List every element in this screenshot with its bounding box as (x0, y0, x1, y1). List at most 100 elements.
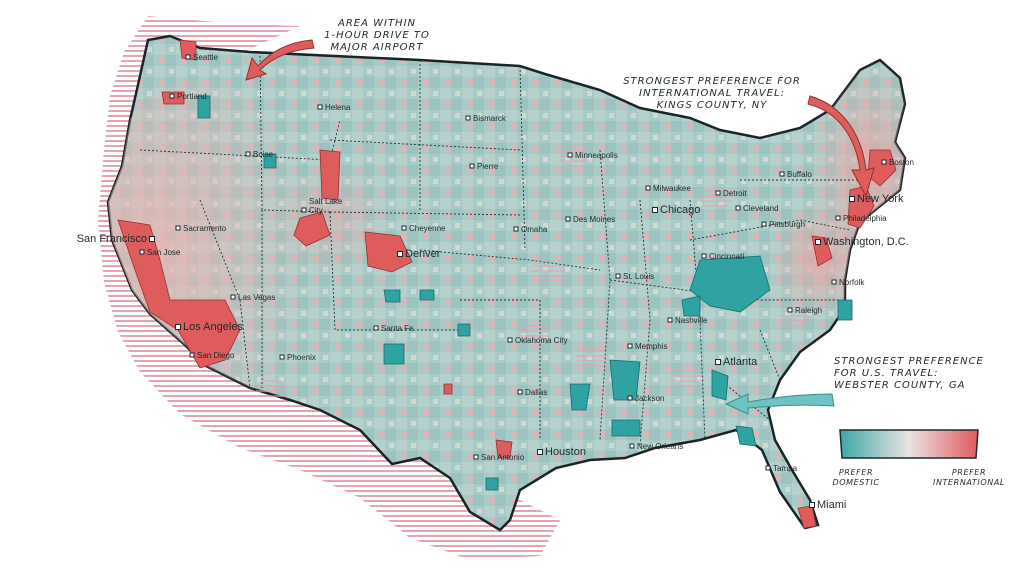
city-cheyenne: Cheyenne (401, 224, 446, 233)
city-layer: Seattle Portland Helena Bismarck Boise Minnea… (77, 53, 914, 511)
city-houston: Houston (537, 446, 586, 458)
city-label: Raleigh (795, 306, 822, 315)
city-marker (175, 324, 181, 330)
city-seattle: Seattle (185, 53, 218, 62)
city-label: Sacramento (183, 224, 227, 233)
city-label: Los Angeles (183, 321, 243, 333)
city-label: Pierre (477, 162, 499, 171)
city-label: Buffalo (787, 170, 812, 179)
city-memphis: Memphis (627, 342, 667, 351)
hatched-halo (98, 16, 560, 560)
city-marker (149, 236, 155, 242)
city-marker (835, 215, 841, 221)
city-santa-fe: Santa Fe (373, 324, 414, 333)
city-label: Phoenix (287, 353, 316, 362)
city-marker (881, 159, 887, 165)
city-marker (779, 171, 785, 177)
city-san-antonio: San Antonio (473, 453, 525, 462)
city-marker (175, 225, 181, 231)
city-miami: Miami (809, 499, 846, 511)
city-label: New York (857, 193, 904, 205)
city-marker (473, 454, 479, 460)
legend-domestic-label: PREFER DOMESTIC (832, 468, 880, 487)
city-marker (615, 273, 621, 279)
city-label: Philadelphia (843, 214, 887, 223)
city-label: Helena (325, 103, 351, 112)
city-buffalo: Buffalo (779, 170, 812, 179)
city-marker (629, 443, 635, 449)
city-denver: Denver (397, 248, 441, 260)
legend (839, 429, 979, 459)
city-cleveland: Cleveland (735, 204, 779, 213)
city-label: San Antonio (481, 453, 525, 462)
city-label: San Francisco (77, 233, 147, 245)
city-marker (809, 502, 815, 508)
city-portland: Portland (169, 92, 207, 101)
city-san-jose: San Jose (139, 248, 181, 257)
city-marker (627, 343, 633, 349)
city-marker (317, 104, 323, 110)
city-marker (627, 395, 633, 401)
city-marker (645, 185, 651, 191)
legend-gradient-bar (839, 429, 979, 459)
city-marker (469, 163, 475, 169)
city-marker (787, 307, 793, 313)
city-label: Memphis (635, 342, 667, 351)
city-marker (517, 389, 523, 395)
city-marker (279, 354, 285, 360)
city-minneapolis: Minneapolis (567, 151, 618, 160)
city-omaha: Omaha (513, 225, 548, 234)
international-annotation: STRONGEST PREFERENCE FOR INTERNATIONAL T… (623, 76, 801, 111)
city-jackson: Jackson (627, 394, 664, 403)
city-label: Cheyenne (409, 224, 446, 233)
city-st-louis: St. Louis (615, 272, 654, 281)
city-des-moines: Des Moines (565, 215, 615, 224)
city-boise: Boise (245, 150, 274, 159)
city-marker (537, 449, 543, 455)
city-nashville: Nashville (667, 316, 708, 325)
city-label: Santa Fe (381, 324, 414, 333)
city-marker (565, 216, 571, 222)
city-label: Des Moines (573, 215, 615, 224)
city-label: New Orleans (637, 442, 683, 451)
city-label: Cleveland (743, 204, 779, 213)
city-label: Chicago (660, 204, 700, 216)
city-marker (465, 115, 471, 121)
city-label: Boston (889, 158, 914, 167)
city-label: Portland (177, 92, 207, 101)
city-marker (245, 151, 251, 157)
city-san-francisco: San Francisco (77, 233, 155, 245)
airport-annotation: AREA WITHIN 1-HOUR DRIVE TO MAJOR AIRPOR… (324, 18, 430, 53)
city-label: Atlanta (723, 356, 758, 368)
city-marker (373, 325, 379, 331)
city-marker (567, 152, 573, 158)
city-cincinnati: Cincinnati (701, 252, 744, 261)
city-marker (815, 239, 821, 245)
city-marker (169, 93, 175, 99)
city-philadelphia: Philadelphia (835, 214, 887, 223)
city-marker (401, 225, 407, 231)
city-pierre: Pierre (469, 162, 499, 171)
domestic-arrow (724, 393, 835, 415)
city-marker (715, 359, 721, 365)
city-milwaukee: Milwaukee (645, 184, 691, 193)
city-tampa: Tampa (765, 464, 798, 473)
city-marker (230, 294, 236, 300)
city-label: Tampa (773, 464, 798, 473)
airport-zones (256, 146, 812, 402)
city-bismarck: Bismarck (465, 114, 507, 123)
city-label: Jackson (635, 394, 664, 403)
city-new-orleans: New Orleans (629, 442, 683, 451)
international-clusters (117, 39, 897, 529)
city-label: Norfolk (839, 278, 865, 287)
city-label: Washington, D.C. (823, 236, 909, 248)
domestic-clusters (197, 95, 853, 491)
state-borders (139, 51, 860, 446)
city-marker (849, 196, 855, 202)
city-label: Las Vegas (238, 293, 275, 302)
city-dallas: Dallas (517, 388, 547, 397)
city-oklahoma-city: Oklahoma City (507, 336, 567, 345)
city-marker (139, 249, 145, 255)
city-label: Oklahoma City (515, 336, 567, 345)
city-label: St. Louis (623, 272, 654, 281)
